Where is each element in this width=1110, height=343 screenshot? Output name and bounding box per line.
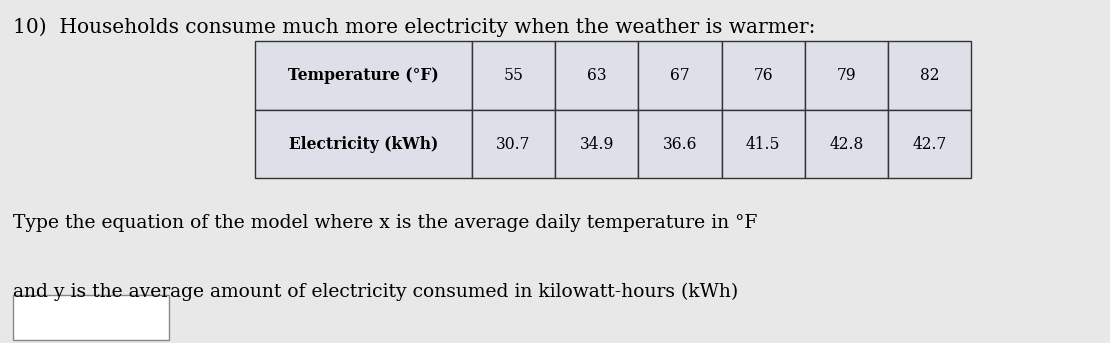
Bar — [805, 110, 888, 178]
Bar — [722, 41, 805, 110]
Text: 63: 63 — [587, 67, 606, 84]
Text: 67: 67 — [670, 67, 689, 84]
Bar — [805, 41, 888, 110]
Bar — [888, 110, 971, 178]
Bar — [472, 110, 555, 178]
Text: 79: 79 — [837, 67, 856, 84]
Text: 82: 82 — [920, 67, 939, 84]
Text: 10)  Households consume much more electricity when the weather is warmer:: 10) Households consume much more electri… — [13, 17, 816, 37]
Bar — [255, 41, 472, 110]
Text: 42.7: 42.7 — [912, 135, 947, 153]
Text: Electricity (kWh): Electricity (kWh) — [289, 135, 438, 153]
Text: Type the equation of the model where x is the average daily temperature in °F: Type the equation of the model where x i… — [13, 214, 758, 232]
Bar — [888, 41, 971, 110]
Text: 55: 55 — [503, 67, 524, 84]
Text: 34.9: 34.9 — [579, 135, 614, 153]
Bar — [555, 41, 638, 110]
Bar — [255, 110, 472, 178]
Text: 76: 76 — [754, 67, 773, 84]
Bar — [638, 110, 722, 178]
Bar — [555, 110, 638, 178]
Text: 41.5: 41.5 — [746, 135, 780, 153]
Text: Temperature (°F): Temperature (°F) — [289, 67, 438, 84]
Bar — [13, 295, 169, 340]
Text: 42.8: 42.8 — [829, 135, 864, 153]
Bar — [638, 41, 722, 110]
Text: and y is the average amount of electricity consumed in kilowatt-hours (kWh): and y is the average amount of electrici… — [13, 283, 738, 301]
Bar — [472, 41, 555, 110]
Bar — [722, 110, 805, 178]
Text: 36.6: 36.6 — [663, 135, 697, 153]
Text: 30.7: 30.7 — [496, 135, 531, 153]
